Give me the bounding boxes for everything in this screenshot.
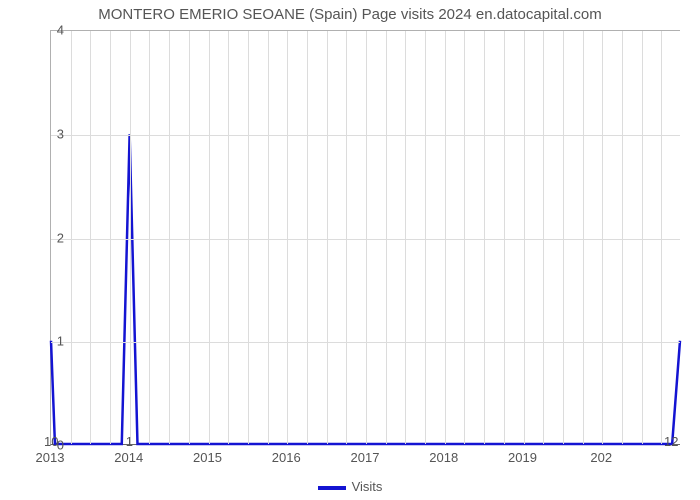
y-tick-label: 1 xyxy=(34,334,64,349)
y-tick-label: 4 xyxy=(34,23,64,38)
y-tick-label: 3 xyxy=(34,126,64,141)
gridline-v-minor xyxy=(504,31,505,444)
gridline-v-minor xyxy=(248,31,249,444)
gridline-v-minor xyxy=(169,31,170,444)
gridline-v-minor xyxy=(110,31,111,444)
gridline-v-minor xyxy=(642,31,643,444)
x-tick-label: 202 xyxy=(590,450,612,465)
plot-area xyxy=(50,30,680,445)
x-tick-label: 2016 xyxy=(272,450,301,465)
gridline-v xyxy=(209,31,210,444)
aux-label-right-top: 12 xyxy=(664,434,678,449)
x-tick-label: 2018 xyxy=(429,450,458,465)
legend-swatch xyxy=(318,486,346,490)
gridline-v-minor xyxy=(405,31,406,444)
aux-label-left-bottom: 1 xyxy=(126,434,133,449)
gridline-v-minor xyxy=(484,31,485,444)
gridline-v xyxy=(130,31,131,444)
chart-container: MONTERO EMERIO SEOANE (Spain) Page visit… xyxy=(0,0,700,500)
gridline-v-minor xyxy=(563,31,564,444)
legend-label: Visits xyxy=(352,479,383,494)
y-tick-label: 2 xyxy=(34,230,64,245)
x-tick-label: 2019 xyxy=(508,450,537,465)
gridline-v xyxy=(287,31,288,444)
gridline-v-minor xyxy=(661,31,662,444)
aux-label-left-top: 10 xyxy=(44,434,58,449)
gridline-v-minor xyxy=(307,31,308,444)
gridline-v-minor xyxy=(90,31,91,444)
gridline-v-minor xyxy=(189,31,190,444)
gridline-v-minor xyxy=(543,31,544,444)
gridline-v-minor xyxy=(346,31,347,444)
gridline-v-minor xyxy=(327,31,328,444)
gridline-v-minor xyxy=(464,31,465,444)
gridline-v-minor xyxy=(228,31,229,444)
gridline-v xyxy=(524,31,525,444)
gridline-v xyxy=(366,31,367,444)
gridline-v-minor xyxy=(71,31,72,444)
x-tick-label: 2017 xyxy=(351,450,380,465)
x-tick-label: 2013 xyxy=(36,450,65,465)
gridline-v-minor xyxy=(425,31,426,444)
gridline-v-minor xyxy=(149,31,150,444)
x-tick-label: 2014 xyxy=(114,450,143,465)
chart-title: MONTERO EMERIO SEOANE (Spain) Page visit… xyxy=(0,6,700,23)
gridline-v-minor xyxy=(583,31,584,444)
gridline-v xyxy=(445,31,446,444)
gridline-v-minor xyxy=(386,31,387,444)
x-tick-label: 2015 xyxy=(193,450,222,465)
gridline-v xyxy=(602,31,603,444)
gridline-v-minor xyxy=(268,31,269,444)
legend: Visits xyxy=(0,479,700,494)
gridline-v-minor xyxy=(622,31,623,444)
